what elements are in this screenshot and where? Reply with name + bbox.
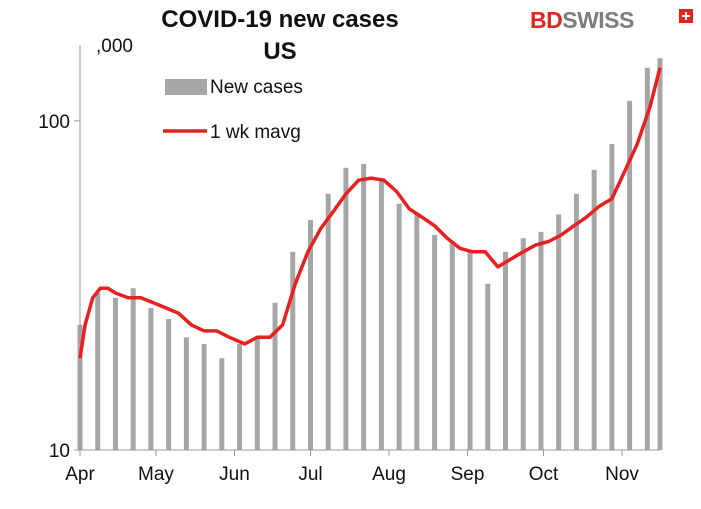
mavg-line	[78, 67, 662, 359]
new-cases-bar	[485, 283, 491, 450]
legend-label-new-cases: New cases	[210, 77, 303, 98]
new-cases-bar	[307, 219, 313, 450]
x-tick-label: Sep	[451, 464, 485, 485]
new-cases-bar	[130, 288, 136, 450]
new-cases-bar	[449, 241, 455, 450]
new-cases-bar	[467, 251, 473, 450]
x-tick-label: Jul	[298, 464, 322, 485]
x-tick-label: Oct	[529, 464, 559, 485]
new-cases-bar	[591, 169, 597, 450]
new-cases-bar	[657, 58, 663, 451]
new-cases-bar	[361, 163, 367, 450]
new-cases-bar	[520, 238, 526, 450]
new-cases-bar	[166, 319, 172, 450]
x-tick-label: Jun	[219, 464, 250, 485]
new-cases-bar	[148, 308, 154, 450]
chart-subtitle: US	[263, 38, 297, 65]
new-cases-bar	[378, 180, 384, 450]
new-cases-bar	[343, 167, 349, 450]
brand-logo-part1: BD	[530, 7, 563, 33]
new-cases-bar	[432, 234, 438, 450]
new-cases-bar	[396, 203, 402, 450]
new-cases-bar	[644, 67, 650, 450]
new-cases-bar	[538, 231, 544, 450]
chart-title: COVID-19 new cases	[161, 6, 399, 33]
y-tick-label: 10	[49, 441, 70, 462]
new-cases-bar	[414, 214, 420, 450]
brand-logo-part2: SWISS	[562, 7, 634, 33]
new-cases-bar	[609, 144, 615, 450]
new-cases-bar	[325, 193, 331, 451]
x-tick-label: Nov	[605, 464, 639, 485]
x-tick-label: Apr	[65, 464, 95, 485]
y-axis-unit-label: ,000	[96, 36, 133, 57]
legend-swatch-new-cases	[165, 79, 207, 95]
brand-plus-icon	[679, 9, 693, 23]
y-tick-label: 100	[38, 112, 70, 133]
new-cases-bar	[201, 343, 207, 450]
new-cases-bar	[95, 292, 101, 450]
new-cases-bar	[183, 337, 189, 450]
legend-label-mavg: 1 wk mavg	[210, 122, 301, 143]
x-tick-label: Aug	[372, 464, 406, 485]
new-cases-bar	[272, 302, 278, 450]
new-cases-bar	[556, 214, 562, 450]
new-cases-bar	[254, 337, 260, 450]
new-cases-bar	[112, 297, 118, 450]
new-cases-bar	[290, 251, 296, 450]
new-cases-bar	[627, 100, 633, 450]
new-cases-bar	[237, 343, 243, 450]
new-cases-bar	[219, 358, 225, 450]
new-cases-bar	[503, 251, 509, 450]
new-cases-bar	[573, 193, 579, 451]
x-tick-label: May	[138, 464, 174, 485]
brand-logo: BDSWISS	[530, 7, 634, 34]
